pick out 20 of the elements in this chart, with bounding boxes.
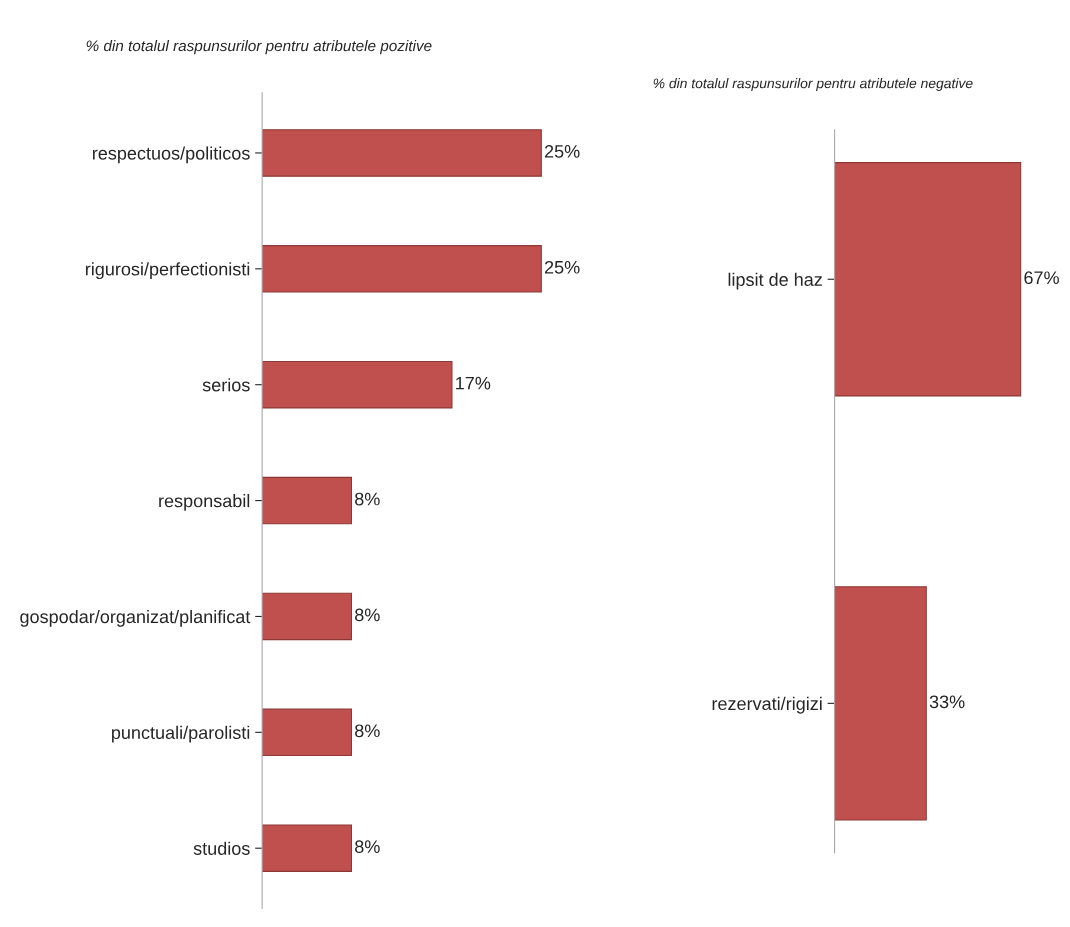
y-tick-label: lipsit de haz [728, 272, 822, 290]
y-tick-label: responsabil [159, 494, 250, 511]
data-label: 8% [355, 492, 380, 506]
y-tick-label: rigurosi/perfectionisti [85, 262, 250, 280]
data-label: 8% [355, 840, 380, 854]
data-label: 67% [1024, 271, 1059, 285]
y-tick-label: gospodar/organizat/planificat [20, 609, 251, 627]
y-tick-label: respectuos/politicos [92, 146, 250, 164]
data-label: 25% [544, 145, 580, 158]
y-tick-label: rezervati/rigizi [712, 696, 822, 714]
y-tick-label: serios [202, 378, 250, 392]
y-tick-label: punctuali/parolisti [112, 725, 250, 743]
data-label: 8% [355, 608, 380, 622]
chart-title: % din totalul raspunsurilor pentru atributele pozitive [86, 39, 432, 55]
chart-title: % din totalul raspunsurilor pentru atributele negative [653, 78, 973, 91]
y-tick-label: studios [193, 841, 250, 855]
data-label: 8% [355, 724, 380, 738]
data-label: 25% [544, 260, 580, 274]
data-label: 33% [929, 695, 965, 709]
data-label: 17% [456, 376, 491, 390]
